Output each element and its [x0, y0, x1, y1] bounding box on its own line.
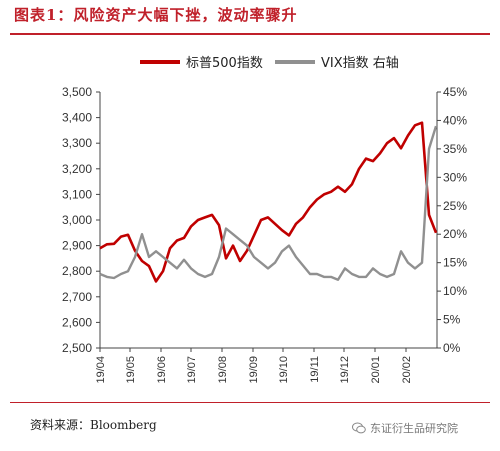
watermark: 东证衍生品研究院 [352, 420, 458, 436]
source-note: 资料来源：Bloomberg [30, 418, 157, 432]
y-left-tick-label: 3,200 [62, 162, 92, 176]
y-left-tick-label: 3,000 [62, 213, 92, 227]
x-tick-label: 19/05 [125, 356, 137, 384]
y-left-tick-label: 2,500 [62, 341, 92, 355]
chart-title: 图表1：风险资产大幅下挫，波动率骤升 [14, 6, 298, 24]
x-tick-label: 19/11 [309, 356, 321, 383]
y-right-tick-label: 5% [443, 313, 461, 327]
y-right-tick-label: 30% [443, 170, 467, 184]
x-tick-label: 20/01 [370, 356, 382, 384]
y-left-tick-label: 3,400 [62, 111, 92, 125]
x-tick-label: 20/02 [401, 356, 413, 384]
y-left-tick-label: 2,800 [62, 264, 92, 278]
y-right-tick-label: 10% [443, 284, 467, 298]
x-tick-label: 19/04 [95, 356, 107, 384]
line-chart: 2,500 2,600 2,700 2,800 2,900 3,000 3,100 3,200… [62, 56, 467, 384]
y-right-tick-label: 40% [443, 113, 467, 127]
series-line-sp500 [99, 121, 438, 283]
y-right-tick-label: 0% [443, 341, 461, 355]
y-left-tick-label: 2,600 [62, 315, 92, 329]
legend-label-vix: VIX指数 右轴 [321, 56, 399, 71]
x-tick-label: 19/10 [278, 356, 290, 384]
y-left-tick-label: 2,900 [62, 239, 92, 253]
x-tick-label: 19/06 [156, 356, 168, 384]
y-left-tick-label: 3,100 [62, 187, 92, 201]
y-right-tick-label: 35% [443, 142, 467, 156]
x-tick-label: 19/07 [186, 356, 198, 384]
title-divider [10, 33, 490, 35]
x-tick-label: 19/12 [339, 356, 351, 384]
footer-divider [10, 402, 490, 403]
y-right-tick-label: 20% [443, 227, 467, 241]
y-right-tick-label: 15% [443, 256, 467, 270]
x-tick-label: 19/08 [217, 356, 229, 384]
legend-label-sp500: 标普500指数 [186, 56, 263, 71]
watermark-text: 东证衍生品研究院 [370, 422, 458, 435]
series-line-vix [99, 125, 438, 281]
wechat-icon [352, 422, 366, 434]
y-right-tick-label: 45% [443, 85, 467, 99]
y-left-tick-label: 3,300 [62, 136, 92, 150]
y-left-tick-label: 3,500 [62, 85, 92, 99]
y-right-tick-label: 25% [443, 199, 467, 213]
x-tick-label: 19/09 [248, 356, 260, 384]
y-left-tick-label: 2,700 [62, 290, 92, 304]
